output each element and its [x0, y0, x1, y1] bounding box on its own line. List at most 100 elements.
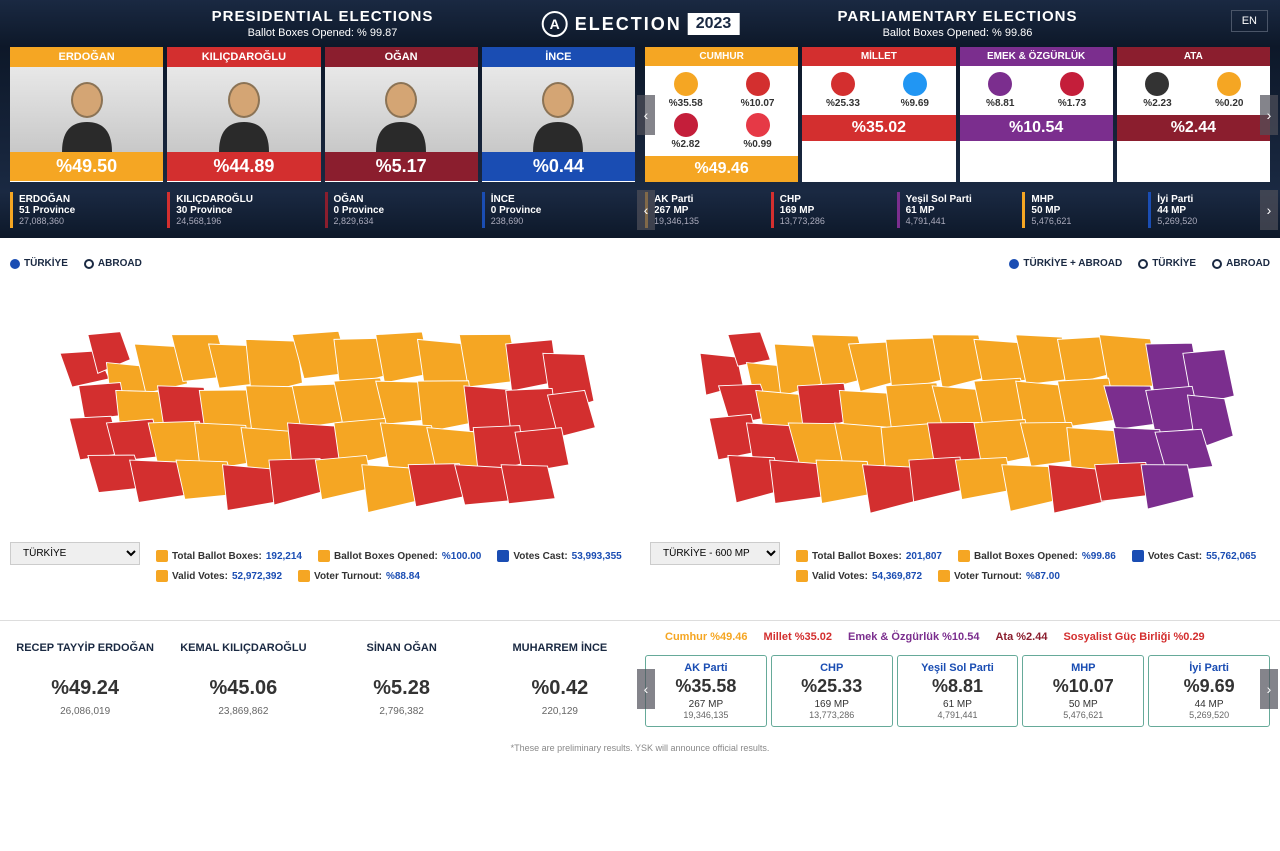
turkey-map-parliamentary[interactable] — [650, 279, 1270, 539]
region-select-right[interactable]: TÜRKİYE - 600 MP — [650, 542, 780, 565]
stat-icon — [156, 550, 168, 562]
alliance-card[interactable]: ATA %2.23 %0.20 %2.44 — [1117, 47, 1270, 182]
radio-label: TÜRKİYE + ABROAD — [1023, 258, 1122, 269]
radio-dot-icon — [84, 259, 94, 269]
party-mini: %2.82 — [652, 113, 720, 150]
turkey-map-presidential[interactable] — [10, 279, 630, 539]
candidate-card[interactable]: İNCE %0.44 — [482, 47, 635, 182]
alliance-next-arrow[interactable]: › — [1260, 95, 1278, 135]
alliance-name: MİLLET — [802, 47, 955, 66]
party-stats-next-arrow[interactable]: › — [1260, 190, 1278, 230]
candidate-card[interactable]: OĞAN %5.17 — [325, 47, 478, 182]
header: PRESIDENTIAL ELECTIONS Ballot Boxes Open… — [0, 0, 1280, 47]
candidate-pct: %49.50 — [10, 152, 163, 181]
map-left-radios: TÜRKİYE ABROAD — [10, 258, 630, 269]
map-radio[interactable]: TÜRKİYE — [1138, 258, 1196, 269]
alliance-prev-arrow[interactable]: ‹ — [637, 95, 655, 135]
stat-icon — [796, 550, 808, 562]
party-icon — [674, 113, 698, 137]
party-icon — [674, 72, 698, 96]
party-mini-pct: %2.82 — [672, 139, 700, 150]
stat-icon — [298, 570, 310, 582]
region-select-left[interactable]: TÜRKİYE — [10, 542, 140, 565]
candidate-stat: İNCE0 Province238,690 — [482, 192, 635, 228]
alliance-body: %35.58 %10.07 %2.82 %0.99 — [645, 66, 798, 156]
candidate-card[interactable]: KILIÇDAROĞLU %44.89 — [167, 47, 320, 182]
candidate-name: OĞAN — [325, 47, 478, 67]
stat-icon — [1132, 550, 1144, 562]
radio-label: TÜRKİYE — [24, 258, 68, 269]
logo-year: 2023 — [688, 13, 740, 35]
candidate-photo — [10, 67, 163, 152]
map-stat: Votes Cast: 55,762,065 — [1132, 550, 1256, 562]
bottom-next-arrow[interactable]: › — [1260, 669, 1278, 709]
stat-icon — [156, 570, 168, 582]
bottom-prev-arrow[interactable]: ‹ — [637, 669, 655, 709]
alliance-body: %2.23 %0.20 — [1117, 66, 1270, 115]
map-left: TÜRKİYE ABROAD TÜRKİYE Total Ballot Boxes… — [10, 258, 630, 590]
map-radio[interactable]: ABROAD — [1212, 258, 1270, 269]
radio-dot-icon — [10, 259, 20, 269]
map-stat: Ballot Boxes Opened: %100.00 — [318, 550, 481, 562]
party-mini: %10.07 — [724, 72, 792, 109]
bottom-parliament: Cumhur %49.46Millet %35.02Emek & Özgürlü… — [645, 631, 1270, 727]
candidate-name: ERDOĞAN — [10, 47, 163, 67]
party-mini: %0.20 — [1195, 72, 1263, 109]
candidate-cards: ERDOĞAN %49.50KILIÇDAROĞLU %44.89OĞAN %5… — [10, 47, 635, 182]
candidate-stat: KILIÇDAROĞLU30 Province24,568,196 — [167, 192, 320, 228]
logo-icon: A — [541, 10, 569, 38]
party-icon — [1217, 72, 1241, 96]
party-stat: AK Parti267 MP19,346,135 — [645, 192, 767, 228]
map-radio[interactable]: TÜRKİYE — [10, 258, 68, 269]
candidate-stat: OĞAN0 Province2,829,634 — [325, 192, 478, 228]
bottom-party[interactable]: CHP %25.33 169 MP 13,773,286 — [771, 655, 893, 727]
candidate-photo — [325, 67, 478, 152]
map-stat: Voter Turnout: %88.84 — [298, 570, 420, 582]
alliance-card[interactable]: MİLLET %25.33 %9.69 %35.02 — [802, 47, 955, 182]
party-stats-prev-arrow[interactable]: ‹ — [637, 190, 655, 230]
bottom-alliances: Cumhur %49.46Millet %35.02Emek & Özgürlü… — [645, 631, 1270, 643]
alliance-body: %8.81 %1.73 — [960, 66, 1113, 115]
party-mini: %2.23 — [1124, 72, 1192, 109]
alliance-card[interactable]: EMEK & ÖZGÜRLÜK %8.81 %1.73 %10.54 — [960, 47, 1113, 182]
party-stat: CHP169 MP13,773,286 — [771, 192, 893, 228]
bottom-alliance-label: Millet %35.02 — [764, 631, 832, 643]
candidate-photo — [167, 67, 320, 152]
map-stat: Total Ballot Boxes: 201,807 — [796, 550, 942, 562]
map-radio[interactable]: ABROAD — [84, 258, 142, 269]
bottom-party[interactable]: Yeşil Sol Parti %8.81 61 MP 4,791,441 — [897, 655, 1019, 727]
bottom-party[interactable]: AK Parti %35.58 267 MP 19,346,135 — [645, 655, 767, 727]
radio-label: ABROAD — [98, 258, 142, 269]
bottom-candidate: SİNAN OĞAN %5.28 2,796,382 — [327, 631, 477, 727]
map-stat: Total Ballot Boxes: 192,214 — [156, 550, 302, 562]
party-mini-pct: %8.81 — [986, 98, 1014, 109]
alliance-card[interactable]: CUMHUR %35.58 %10.07 %2.82 %0.99 %49.46 — [645, 47, 798, 182]
language-button[interactable]: EN — [1231, 10, 1268, 32]
candidate-pct: %44.89 — [167, 152, 320, 181]
stat-icon — [958, 550, 970, 562]
bottom-alliance-label: Ata %2.44 — [995, 631, 1047, 643]
map-stat: Valid Votes: 54,369,872 — [796, 570, 922, 582]
map-stat: Votes Cast: 53,993,355 — [497, 550, 621, 562]
logo: A ELECTION 2023 — [541, 10, 740, 38]
svg-text:A: A — [550, 16, 560, 32]
bottom-party[interactable]: İyi Parti %9.69 44 MP 5,269,520 — [1148, 655, 1270, 727]
map-section: TÜRKİYE ABROAD TÜRKİYE Total Ballot Boxes… — [0, 238, 1280, 600]
alliance-cards: ‹ › CUMHUR %35.58 %10.07 %2.82 %0.99 %49… — [645, 47, 1270, 182]
party-stats: ‹ › AK Parti267 MP19,346,135CHP169 MP13,… — [645, 192, 1270, 228]
party-mini-pct: %0.20 — [1215, 98, 1243, 109]
bottom-candidate: MUHARREM İNCE %0.42 220,129 — [485, 631, 635, 727]
bottom-party[interactable]: MHP %10.07 50 MP 5,476,621 — [1022, 655, 1144, 727]
party-mini-pct: %0.99 — [743, 139, 771, 150]
party-stat: Yeşil Sol Parti61 MP4,791,441 — [897, 192, 1019, 228]
stat-icon — [938, 570, 950, 582]
alliance-pct: %2.44 — [1117, 115, 1270, 141]
radio-label: ABROAD — [1226, 258, 1270, 269]
map-right: TÜRKİYE + ABROAD TÜRKİYE ABROAD TÜRKİYE - … — [650, 258, 1270, 590]
stats-row: ERDOĞAN51 Province27,088,360KILIÇDAROĞLU… — [0, 192, 1280, 238]
candidate-pct: %0.44 — [482, 152, 635, 181]
map-radio[interactable]: TÜRKİYE + ABROAD — [1009, 258, 1122, 269]
candidate-card[interactable]: ERDOĞAN %49.50 — [10, 47, 163, 182]
party-icon — [1060, 72, 1084, 96]
stat-icon — [497, 550, 509, 562]
